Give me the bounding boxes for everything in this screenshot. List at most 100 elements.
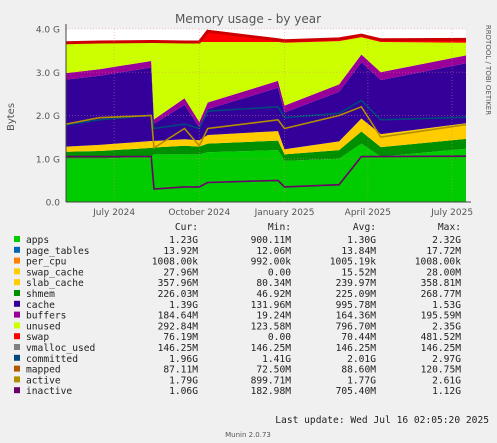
y-tick-labels: 0.0 1.0 G 2.0 G 3.0 G 4.0 G — [36, 26, 60, 209]
legend-value: 1008.00k — [415, 257, 461, 268]
legend-column-header: Cur: — [175, 222, 198, 233]
legend-swatch — [14, 322, 20, 329]
legend-value: 239.97M — [336, 278, 377, 289]
legend-swatch — [14, 279, 20, 286]
legend-value: 13.92M — [163, 246, 198, 257]
legend-name: shmem — [26, 289, 55, 300]
legend-column-header: Avg: — [353, 222, 376, 233]
legend-value: 1.06G — [169, 386, 198, 397]
legend-value: 146.25M — [421, 343, 462, 354]
legend-name: mapped — [26, 365, 61, 376]
area-shmem — [66, 131, 466, 161]
legend-swatch — [14, 268, 20, 275]
legend-swatch — [14, 354, 20, 361]
legend-value: 184.64M — [158, 311, 199, 322]
y-tick-label: 4.0 G — [36, 26, 60, 36]
legend-value: 1008.00k — [152, 257, 198, 268]
legend-value: 1.41G — [262, 354, 291, 365]
y-axis-label: Bytes — [6, 103, 17, 131]
y-tick-label: 1.0 G — [36, 155, 60, 165]
y-tick-label: 0.0 — [46, 199, 61, 209]
legend-name: swap_cache — [26, 267, 84, 278]
legend-name: buffers — [26, 311, 66, 322]
legend-value: 131.96M — [251, 300, 292, 311]
legend-value: 1.53G — [432, 300, 461, 311]
legend-value: 123.58M — [251, 321, 292, 332]
legend-swatch — [14, 246, 20, 253]
legend-value: 2.97G — [432, 354, 461, 365]
legend-swatch — [14, 300, 20, 307]
legend-value: 268.77M — [421, 289, 462, 300]
legend-value: 0.00 — [268, 332, 291, 343]
legend-value: 2.32G — [432, 235, 461, 246]
series-lines — [65, 29, 467, 190]
legend-name: unused — [26, 321, 61, 332]
legend-swatch — [14, 344, 20, 350]
munin-credit: Munin 2.0.73 — [225, 431, 271, 439]
legend-value: 72.50M — [256, 365, 291, 376]
line-swap — [65, 29, 467, 45]
legend-value: 1.23G — [169, 235, 198, 246]
x-tick-label: July 2024 — [92, 208, 135, 218]
last-update: Last update: Wed Jul 16 02:05:20 2025 — [275, 415, 489, 426]
legend-value: 1.96G — [169, 354, 198, 365]
legend-value: 19.24M — [256, 311, 291, 322]
legend-value: 705.40M — [336, 386, 377, 397]
legend-column-header: Max: — [438, 222, 461, 233]
legend-value: 146.25M — [158, 343, 199, 354]
line-inactive — [66, 155, 467, 190]
legend-value: 481.52M — [421, 332, 462, 343]
x-tick-label: January 2025 — [254, 208, 315, 218]
x-tick-labels: July 2024 October 2024 January 2025 April 2… — [92, 208, 473, 218]
legend-value: 1.77G — [347, 375, 376, 386]
legend-swatch — [14, 333, 20, 340]
legend-value: 15.52M — [341, 267, 376, 278]
legend-name: committed — [26, 354, 78, 365]
legend-value: 46.92M — [256, 289, 291, 300]
legend-value: 88.60M — [341, 365, 376, 376]
legend-value: 899.71M — [251, 375, 292, 386]
legend-value: 1.79G — [169, 375, 198, 386]
legend-swatch — [14, 365, 20, 372]
legend-swatch — [14, 311, 20, 318]
legend-value: 1.12G — [432, 386, 461, 397]
legend-value: 2.35G — [432, 321, 461, 332]
legend-value: 146.25M — [251, 343, 292, 354]
y-tick-label: 3.0 G — [36, 69, 60, 79]
stacked-areas — [66, 31, 466, 202]
legend-value: 17.72M — [426, 246, 461, 257]
legend-value: 120.75M — [421, 365, 462, 376]
legend-value: 195.59M — [421, 311, 462, 322]
legend-value: 1.39G — [169, 300, 198, 311]
legend-swatch — [14, 387, 20, 394]
legend-name: active — [26, 375, 61, 386]
grid-lines — [65, 24, 471, 203]
legend-column-header: Min: — [268, 222, 291, 233]
legend-swatch — [14, 376, 20, 383]
legend-value: 358.81M — [421, 278, 462, 289]
x-tick-label: October 2024 — [168, 208, 230, 218]
legend-name: vmalloc_used — [26, 343, 95, 354]
legend-name: per_cpu — [26, 257, 66, 268]
legend-value: 28.00M — [426, 267, 461, 278]
legend-value: 146.25M — [336, 343, 377, 354]
legend-value: 164.36M — [336, 311, 377, 322]
y-tick-label: 2.0 G — [36, 112, 60, 122]
legend-value: 80.34M — [256, 278, 291, 289]
legend-name: swap — [26, 332, 49, 343]
area-swap — [66, 31, 466, 43]
legend-name: slab_cache — [26, 278, 84, 289]
legend-name: apps — [26, 235, 49, 246]
legend-value: 1.30G — [347, 235, 376, 246]
legend-swatch — [14, 236, 20, 242]
area-buffers — [66, 54, 466, 128]
legend-value: 796.70M — [336, 321, 377, 332]
legend-value: 13.84M — [341, 246, 376, 257]
chart-title: Memory usage - by year — [175, 12, 321, 26]
legend-value: 70.44M — [341, 332, 376, 343]
legend-value: 2.01G — [347, 354, 376, 365]
legend-value: 900.11M — [251, 235, 292, 246]
legend-value: 76.19M — [163, 332, 198, 343]
